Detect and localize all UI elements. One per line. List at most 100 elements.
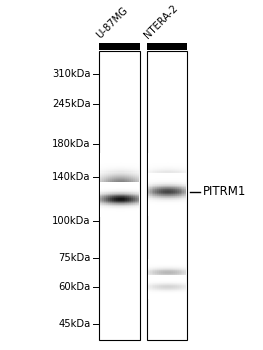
Bar: [124, 208, 125, 209]
Bar: [120, 206, 122, 207]
Bar: [173, 259, 175, 260]
Bar: [163, 193, 165, 194]
Bar: [161, 199, 163, 200]
Bar: [175, 292, 177, 293]
Bar: [106, 190, 108, 191]
Bar: [125, 155, 127, 156]
Bar: [133, 162, 135, 163]
Bar: [150, 174, 151, 175]
Bar: [184, 278, 186, 279]
Bar: [150, 187, 151, 188]
Bar: [116, 184, 118, 185]
Bar: [129, 178, 131, 179]
Bar: [135, 185, 137, 186]
Bar: [169, 168, 171, 169]
Bar: [148, 214, 150, 215]
Bar: [183, 279, 184, 280]
Bar: [116, 207, 118, 208]
Bar: [175, 185, 177, 186]
Bar: [167, 289, 169, 290]
Bar: [151, 298, 154, 299]
Bar: [184, 276, 186, 277]
Bar: [133, 200, 135, 201]
Bar: [155, 198, 157, 199]
Bar: [110, 178, 112, 179]
Bar: [120, 182, 122, 183]
Bar: [125, 201, 127, 202]
Bar: [106, 196, 108, 197]
Bar: [165, 281, 167, 282]
Bar: [161, 194, 163, 195]
Bar: [110, 196, 112, 197]
Bar: [161, 215, 163, 216]
Bar: [177, 168, 179, 169]
Bar: [175, 202, 177, 203]
Bar: [102, 154, 104, 155]
Bar: [124, 214, 125, 215]
Bar: [177, 273, 179, 274]
Bar: [100, 191, 102, 193]
Bar: [161, 206, 163, 207]
Bar: [179, 158, 180, 159]
Bar: [169, 175, 171, 176]
Bar: [180, 271, 183, 272]
Bar: [180, 178, 183, 179]
Bar: [171, 203, 173, 204]
Bar: [108, 210, 110, 211]
Bar: [122, 210, 124, 211]
Bar: [150, 261, 151, 262]
Bar: [180, 203, 183, 204]
Bar: [177, 276, 179, 277]
Bar: [155, 187, 157, 188]
Bar: [120, 204, 122, 205]
Bar: [169, 181, 171, 182]
Bar: [150, 263, 151, 264]
Bar: [173, 279, 175, 280]
Text: 100kDa: 100kDa: [52, 216, 90, 225]
Bar: [169, 169, 171, 170]
Bar: [116, 185, 118, 186]
Bar: [133, 186, 135, 187]
Bar: [116, 157, 118, 158]
Bar: [157, 186, 159, 187]
Bar: [155, 186, 157, 187]
Bar: [148, 268, 150, 269]
Bar: [124, 203, 125, 204]
Bar: [148, 197, 150, 198]
Bar: [183, 198, 184, 199]
Bar: [148, 197, 150, 198]
Bar: [161, 286, 163, 287]
Bar: [151, 296, 154, 297]
Bar: [184, 272, 186, 273]
Bar: [120, 173, 122, 174]
Bar: [180, 287, 183, 288]
Bar: [148, 295, 150, 296]
Bar: [131, 168, 133, 169]
Bar: [167, 276, 169, 277]
Bar: [114, 212, 116, 214]
Bar: [171, 279, 173, 280]
Bar: [184, 185, 186, 186]
Bar: [129, 212, 131, 213]
Bar: [118, 196, 120, 197]
Bar: [122, 184, 124, 185]
Bar: [159, 173, 161, 174]
Bar: [179, 154, 180, 155]
Bar: [127, 205, 129, 206]
Bar: [104, 172, 106, 173]
Bar: [180, 194, 183, 195]
Bar: [125, 167, 127, 168]
Bar: [179, 189, 180, 190]
Bar: [175, 193, 177, 194]
Bar: [118, 216, 120, 217]
Bar: [163, 260, 165, 261]
Bar: [173, 191, 175, 192]
Bar: [148, 189, 150, 190]
Bar: [131, 156, 133, 157]
Bar: [165, 214, 167, 215]
Bar: [159, 203, 161, 204]
Bar: [150, 287, 151, 288]
Bar: [157, 193, 159, 194]
Bar: [163, 274, 165, 275]
Bar: [179, 174, 180, 175]
